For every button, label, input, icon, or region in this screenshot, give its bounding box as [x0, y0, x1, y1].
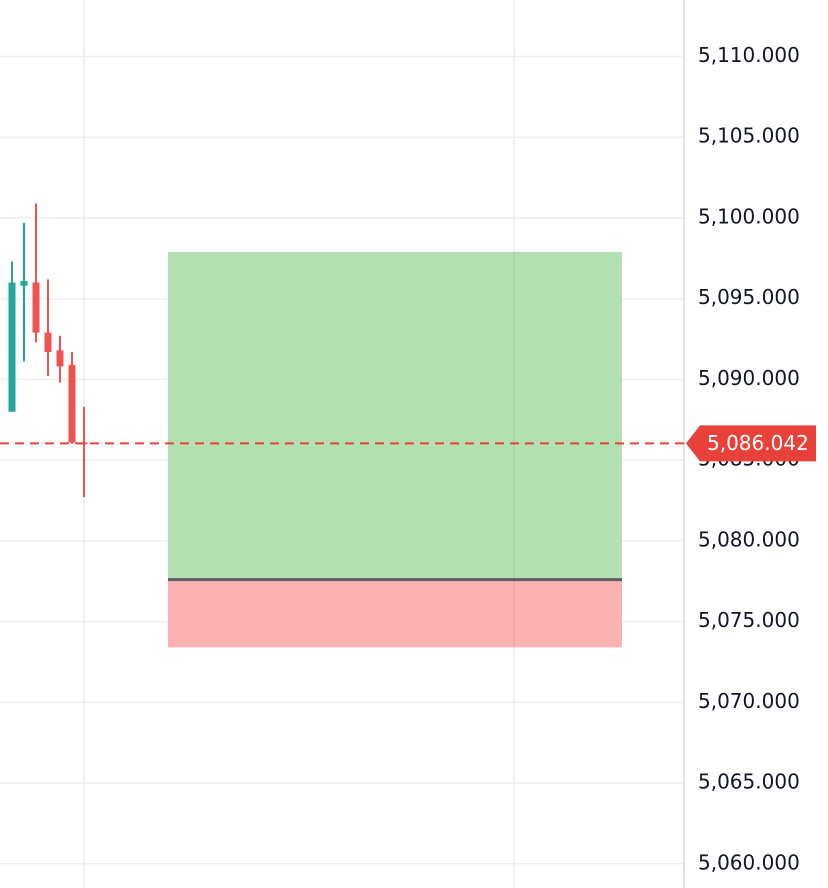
loss-zone	[168, 579, 622, 648]
candle-body	[8, 282, 16, 412]
last-price-tag	[686, 425, 816, 462]
y-tick-label: 5,060.000	[698, 850, 800, 874]
y-tick-label: 5,065.000	[698, 770, 800, 794]
candle-body	[56, 350, 64, 367]
y-tick-label: 5,100.000	[698, 204, 800, 228]
candle-body	[20, 280, 28, 286]
y-tick-label: 5,075.000	[698, 608, 800, 632]
y-tick-label: 5,080.000	[698, 527, 800, 551]
y-tick-label: 5,070.000	[698, 689, 800, 713]
profit-zone	[168, 251, 622, 580]
last-price-label: 5,086.042	[707, 431, 809, 455]
y-tick-label: 5,105.000	[698, 124, 800, 148]
candle-body	[68, 364, 76, 443]
candle-body	[44, 332, 52, 352]
y-tick-label: 5,110.000	[698, 43, 800, 67]
y-tick-label: 5,095.000	[698, 285, 800, 309]
y-tick-label: 5,090.000	[698, 366, 800, 390]
candle-body	[32, 282, 40, 333]
